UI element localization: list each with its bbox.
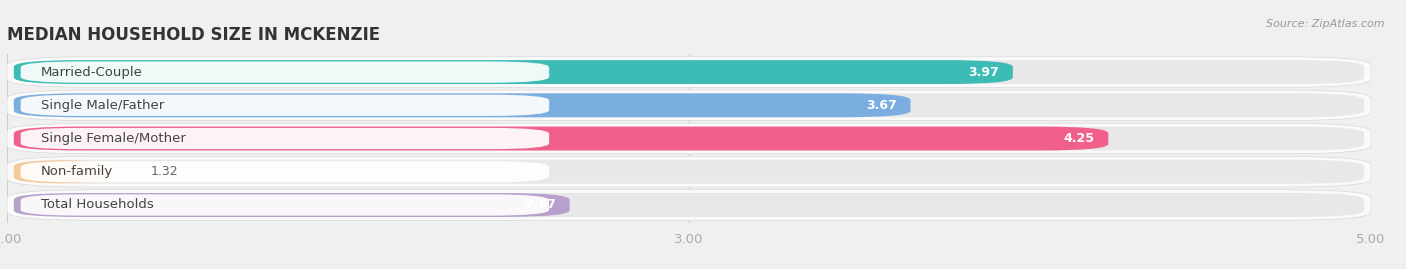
Text: 2.67: 2.67 [524,199,555,211]
FancyBboxPatch shape [14,60,1364,84]
FancyBboxPatch shape [14,193,1364,217]
FancyBboxPatch shape [14,93,911,117]
Text: Single Female/Mother: Single Female/Mother [41,132,186,145]
Text: 4.25: 4.25 [1064,132,1095,145]
FancyBboxPatch shape [21,194,550,216]
FancyBboxPatch shape [7,190,1371,220]
FancyBboxPatch shape [21,61,550,83]
Text: 3.67: 3.67 [866,99,897,112]
FancyBboxPatch shape [14,193,569,217]
FancyBboxPatch shape [7,90,1371,121]
FancyBboxPatch shape [7,157,1371,187]
Text: Non-family: Non-family [41,165,114,178]
Text: Single Male/Father: Single Male/Father [41,99,165,112]
Text: Total Households: Total Households [41,199,153,211]
FancyBboxPatch shape [7,123,1371,154]
Text: Source: ZipAtlas.com: Source: ZipAtlas.com [1267,19,1385,29]
FancyBboxPatch shape [14,160,110,184]
Text: Married-Couple: Married-Couple [41,66,143,79]
FancyBboxPatch shape [14,127,1108,150]
FancyBboxPatch shape [21,95,550,116]
FancyBboxPatch shape [21,161,550,182]
Text: MEDIAN HOUSEHOLD SIZE IN MCKENZIE: MEDIAN HOUSEHOLD SIZE IN MCKENZIE [7,26,380,44]
FancyBboxPatch shape [14,93,1364,117]
FancyBboxPatch shape [21,128,550,149]
FancyBboxPatch shape [14,127,1364,150]
Text: 3.97: 3.97 [969,66,1000,79]
FancyBboxPatch shape [14,60,1012,84]
FancyBboxPatch shape [14,160,1364,184]
FancyBboxPatch shape [7,57,1371,87]
Text: 1.32: 1.32 [150,165,177,178]
